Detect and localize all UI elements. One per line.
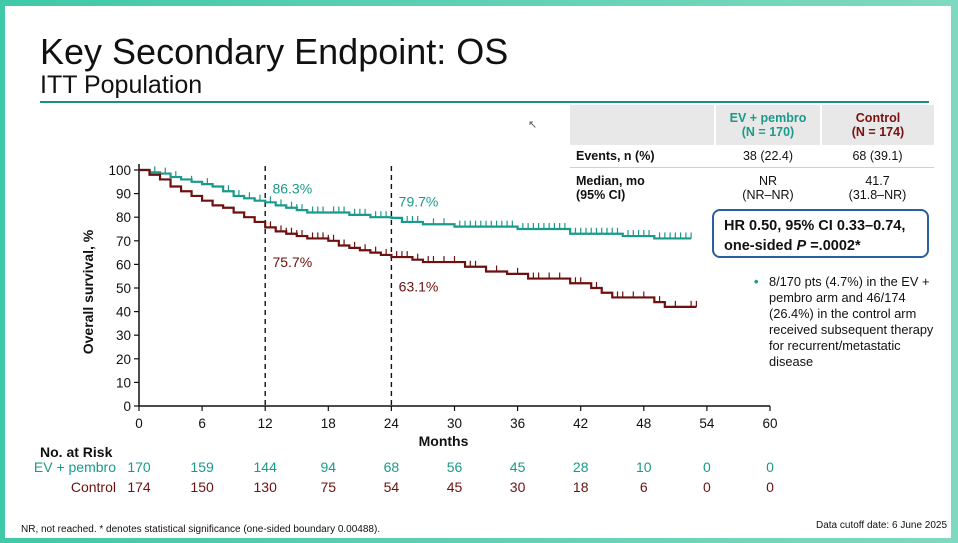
- reference-lines: [264, 166, 393, 406]
- risk-cell: 75: [321, 479, 337, 495]
- data-cutoff: Data cutoff date: 6 June 2025: [816, 520, 948, 531]
- risk-cell: 6: [640, 479, 648, 495]
- risk-cell: 0: [703, 479, 711, 495]
- risk-cell: 28: [573, 459, 589, 475]
- x-tick-label: 54: [699, 416, 715, 431]
- stats-header-control: Control (N = 174): [820, 105, 934, 145]
- risk-cell: 170: [127, 459, 151, 475]
- stats-cell: 68 (39.1): [821, 145, 934, 168]
- stats-cell: 38 (22.4): [715, 145, 821, 168]
- x-tick-label: 0: [135, 416, 143, 431]
- y-tick-label: 10: [116, 375, 131, 390]
- x-axis-label: Months: [419, 433, 469, 449]
- risk-cell: 54: [384, 479, 400, 495]
- y-tick-label: 40: [116, 305, 131, 320]
- y-tick-label: 70: [116, 234, 131, 249]
- stats-cell: NR (NR–NR): [742, 174, 794, 202]
- hazard-ratio-box: HR 0.50, 95% CI 0.33–0.74, one-sided P =…: [712, 209, 929, 258]
- x-tick-label: 6: [198, 416, 206, 431]
- risk-cell: 0: [703, 459, 711, 475]
- hr-line-2: one-sided P =.0002*: [724, 238, 861, 254]
- risk-cell: 0: [766, 459, 774, 475]
- survival-annotation: 79.7%: [399, 194, 439, 210]
- risk-cell: 0: [766, 479, 774, 495]
- x-tick-label: 18: [321, 416, 336, 431]
- risk-cell: 150: [190, 479, 214, 495]
- y-tick-label: 80: [116, 210, 131, 225]
- risk-cell: 144: [254, 459, 278, 475]
- stats-cell: 41.7 (31.8–NR): [848, 174, 907, 202]
- note-text: 8/170 pts (4.7%) in the EV + pembro arm …: [769, 274, 934, 369]
- survival-annotation: 63.1%: [399, 279, 439, 295]
- footnote: NR, not reached. * denotes statistical s…: [21, 524, 381, 535]
- stats-header-ev: EV + pembro (N = 170): [714, 105, 821, 145]
- y-tick-label: 50: [116, 281, 131, 296]
- y-tick-label: 100: [108, 163, 131, 178]
- x-tick-label: 24: [384, 416, 400, 431]
- cursor-arrow-icon: ↖: [528, 119, 538, 131]
- risk-cell: 56: [447, 459, 463, 475]
- title-divider: [40, 101, 929, 103]
- risk-cell: 10: [636, 459, 652, 475]
- risk-row-label: EV + pembro: [34, 459, 116, 475]
- risk-table-title: No. at Risk: [40, 444, 113, 460]
- survival-annotation: 75.7%: [272, 254, 312, 270]
- y-tick-label: 0: [123, 399, 131, 414]
- risk-cell: 159: [190, 459, 214, 475]
- slide: Key Secondary Endpoint: OS ITT Populatio…: [5, 6, 951, 538]
- x-tick-label: 48: [636, 416, 651, 431]
- risk-cell: 45: [447, 479, 463, 495]
- y-tick-label: 20: [116, 352, 131, 367]
- stats-row-label: Median, mo (95% CI): [576, 174, 645, 202]
- risk-cell: 174: [127, 479, 151, 495]
- survival-annotation: 86.3%: [272, 181, 312, 197]
- stats-table: EV + pembro (N = 170) Control (N = 174) Ev…: [570, 105, 934, 208]
- x-tick-label: 60: [762, 416, 777, 431]
- subsequent-therapy-note: • 8/170 pts (4.7%) in the EV + pembro ar…: [754, 274, 944, 370]
- risk-cell: 94: [321, 459, 337, 475]
- risk-cell: 45: [510, 459, 526, 475]
- risk-cell: 68: [384, 459, 400, 475]
- risk-cell: 130: [254, 479, 278, 495]
- risk-row-label: Control: [71, 479, 116, 495]
- x-tick-label: 36: [510, 416, 525, 431]
- bullet-icon: •: [754, 274, 759, 289]
- chart-axes: 0 10 20 30 40 50 60 70 80 90 100 0 6 12 18 24 30 36 42 48 54…: [80, 163, 778, 449]
- survival-curves: [139, 166, 697, 308]
- risk-cell: 18: [573, 479, 589, 495]
- y-axis-label: Overall survival, %: [80, 229, 96, 354]
- risk-cell: 30: [510, 479, 526, 495]
- series-line-control: [139, 168, 697, 308]
- hr-line-1: HR 0.50, 95% CI 0.33–0.74,: [724, 218, 906, 234]
- chart-labels: 86.3% 79.7% 75.7% 63.1%: [272, 181, 438, 295]
- y-tick-label: 30: [116, 328, 131, 343]
- stats-row-label: Events, n (%): [570, 145, 715, 168]
- y-tick-label: 60: [116, 257, 131, 272]
- page-title: Key Secondary Endpoint: OS: [40, 31, 509, 72]
- x-tick-label: 30: [447, 416, 462, 431]
- x-tick-label: 12: [258, 416, 273, 431]
- x-tick-label: 42: [573, 416, 588, 431]
- stats-header-blank: [570, 105, 715, 145]
- y-tick-label: 90: [116, 187, 131, 202]
- page-subtitle: ITT Population: [40, 71, 203, 99]
